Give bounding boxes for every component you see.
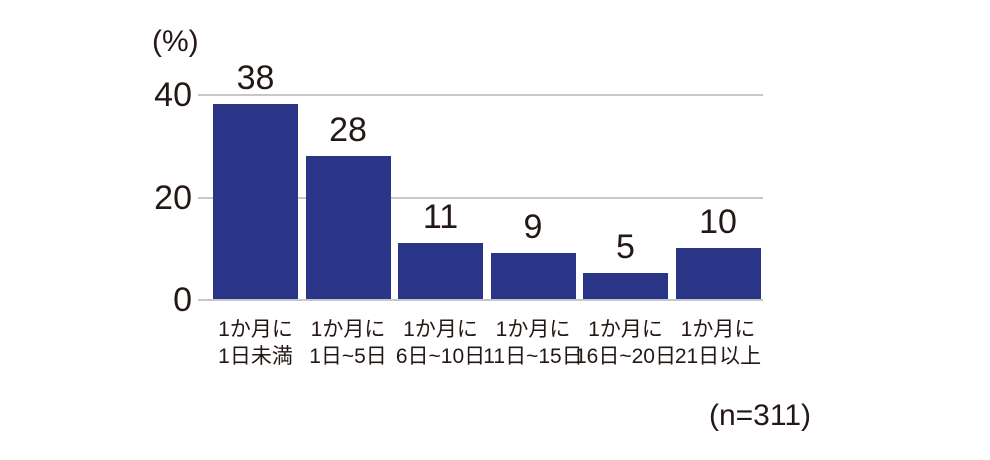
y-tick-label-20: 20 — [154, 178, 192, 217]
gridline-y-40 — [198, 94, 763, 96]
bar-1 — [305, 155, 391, 299]
bar-5 — [675, 247, 761, 299]
bar-4 — [583, 273, 668, 299]
gridline-y-20 — [198, 196, 763, 199]
bar-value-label-4: 5 — [616, 228, 635, 267]
sample-size-note: (n=311) — [708, 399, 811, 432]
x-category-label-5: 1か月に 21日以上 — [674, 318, 762, 368]
bar-2 — [398, 242, 483, 299]
x-category-label-1: 1か月に 1日~5日 — [309, 318, 387, 368]
bar-value-label-5: 10 — [699, 202, 737, 241]
x-category-label-4: 1か月に 16日~20日 — [575, 318, 676, 368]
y-tick-label-0: 0 — [173, 281, 192, 319]
gridline-y-0 — [198, 299, 763, 301]
y-tick-label-40: 40 — [154, 76, 192, 114]
bar-0 — [213, 104, 298, 299]
bar-value-label-1: 28 — [329, 110, 367, 149]
bar-value-label-0: 38 — [236, 59, 275, 98]
x-category-label-2: 1か月に 6日~10日 — [395, 318, 486, 368]
bar-value-label-2: 11 — [422, 197, 459, 236]
plot-area: 38 28 11 9 5 10 — [198, 60, 763, 301]
bar-value-label-3: 9 — [523, 207, 543, 246]
bar-3 — [490, 252, 576, 299]
x-category-label-3: 1か月に 11日~15日 — [483, 318, 583, 368]
y-axis-unit-label: (%) — [152, 25, 199, 58]
x-category-label-0: 1か月に 1日未満 — [218, 318, 293, 368]
